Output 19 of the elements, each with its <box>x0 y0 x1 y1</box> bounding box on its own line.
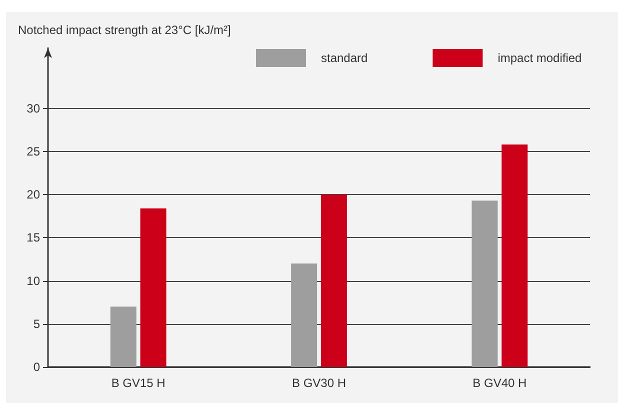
legend-label: standard <box>321 51 368 65</box>
y-axis-title: Notched impact strength at 23°C [kJ/m²] <box>18 23 231 37</box>
x-tick-label: B GV40 H <box>472 376 527 390</box>
x-tick-label: B GV15 H <box>111 376 166 390</box>
bar <box>110 306 136 367</box>
bar <box>140 208 166 367</box>
bar <box>502 144 528 367</box>
y-tick-label: 5 <box>33 316 40 331</box>
y-tick-label: 25 <box>26 144 40 158</box>
y-tick-label: 10 <box>26 274 40 288</box>
bar <box>320 194 347 367</box>
bar <box>291 264 318 367</box>
legend-label: impact modified <box>498 51 582 65</box>
x-tick-label: B GV30 H <box>292 376 346 390</box>
y-tick-label: 15 <box>26 230 40 245</box>
y-tick-label: 0 <box>33 360 40 374</box>
bar <box>472 200 498 367</box>
y-tick-label: 20 <box>26 188 40 202</box>
y-tick-label: 30 <box>26 101 40 116</box>
